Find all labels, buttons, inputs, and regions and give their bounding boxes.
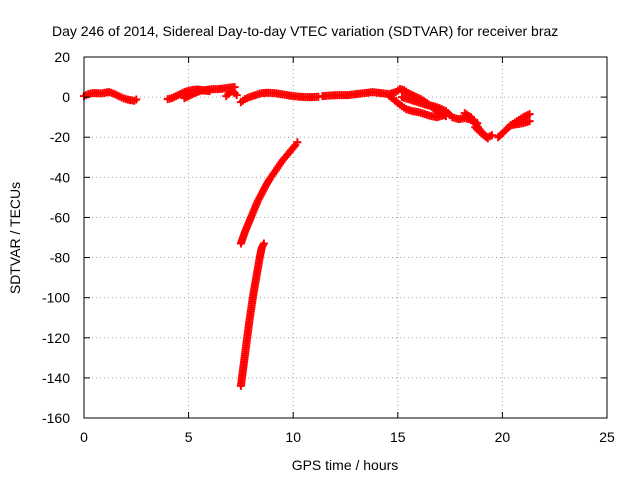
x-axis-label: GPS time / hours [292, 457, 399, 473]
data-point [132, 95, 141, 104]
y-tick-label: -40 [50, 169, 70, 185]
plot-frame [83, 56, 608, 419]
y-tick-label: -60 [50, 209, 70, 225]
x-tick-label: 25 [599, 429, 615, 445]
data-point [525, 110, 534, 119]
grid-layer [84, 57, 607, 418]
data-point [293, 138, 302, 147]
series-track-5 [236, 88, 323, 107]
y-tick-label: -140 [42, 370, 70, 386]
x-tick-label: 20 [495, 429, 511, 445]
data-point [487, 131, 496, 140]
chart-title: Day 246 of 2014, Sidereal Day-to-day VTE… [52, 23, 558, 39]
data-point [525, 117, 534, 126]
series-track-13 [506, 117, 534, 130]
x-tick-label: 5 [185, 429, 193, 445]
y-tick-label: 0 [62, 89, 70, 105]
series-track-4 [222, 87, 241, 101]
data-point [482, 132, 491, 141]
data-point [259, 239, 268, 248]
y-tick-label: -120 [42, 330, 70, 346]
series-track-7 [385, 92, 448, 122]
series-track-3 [180, 83, 239, 103]
axis-layer [83, 56, 608, 419]
y-tick-label: -80 [50, 250, 70, 266]
series-track-15 [236, 239, 268, 390]
y-tick-label: -160 [42, 410, 70, 426]
series-track-10 [460, 109, 496, 142]
data-point [483, 134, 492, 143]
series-track-14 [236, 138, 302, 248]
data-point [232, 91, 241, 100]
x-tick-label: 0 [80, 429, 88, 445]
series-track-1 [80, 88, 141, 105]
y-tick-label: -20 [50, 129, 70, 145]
tick-layer: 0 5 10 15 20 25 20 0 -20 -40 -60 -80 -100 -120 -140 -16… [42, 49, 615, 445]
y-axis-label: SDTVAR / TECUs [7, 182, 23, 294]
series-track-11 [471, 123, 492, 143]
y-tick-label: 20 [54, 49, 70, 65]
y-tick-label: -100 [42, 290, 70, 306]
x-tick-label: 10 [285, 429, 301, 445]
x-tick-label: 15 [390, 429, 406, 445]
data-layer [80, 83, 534, 390]
